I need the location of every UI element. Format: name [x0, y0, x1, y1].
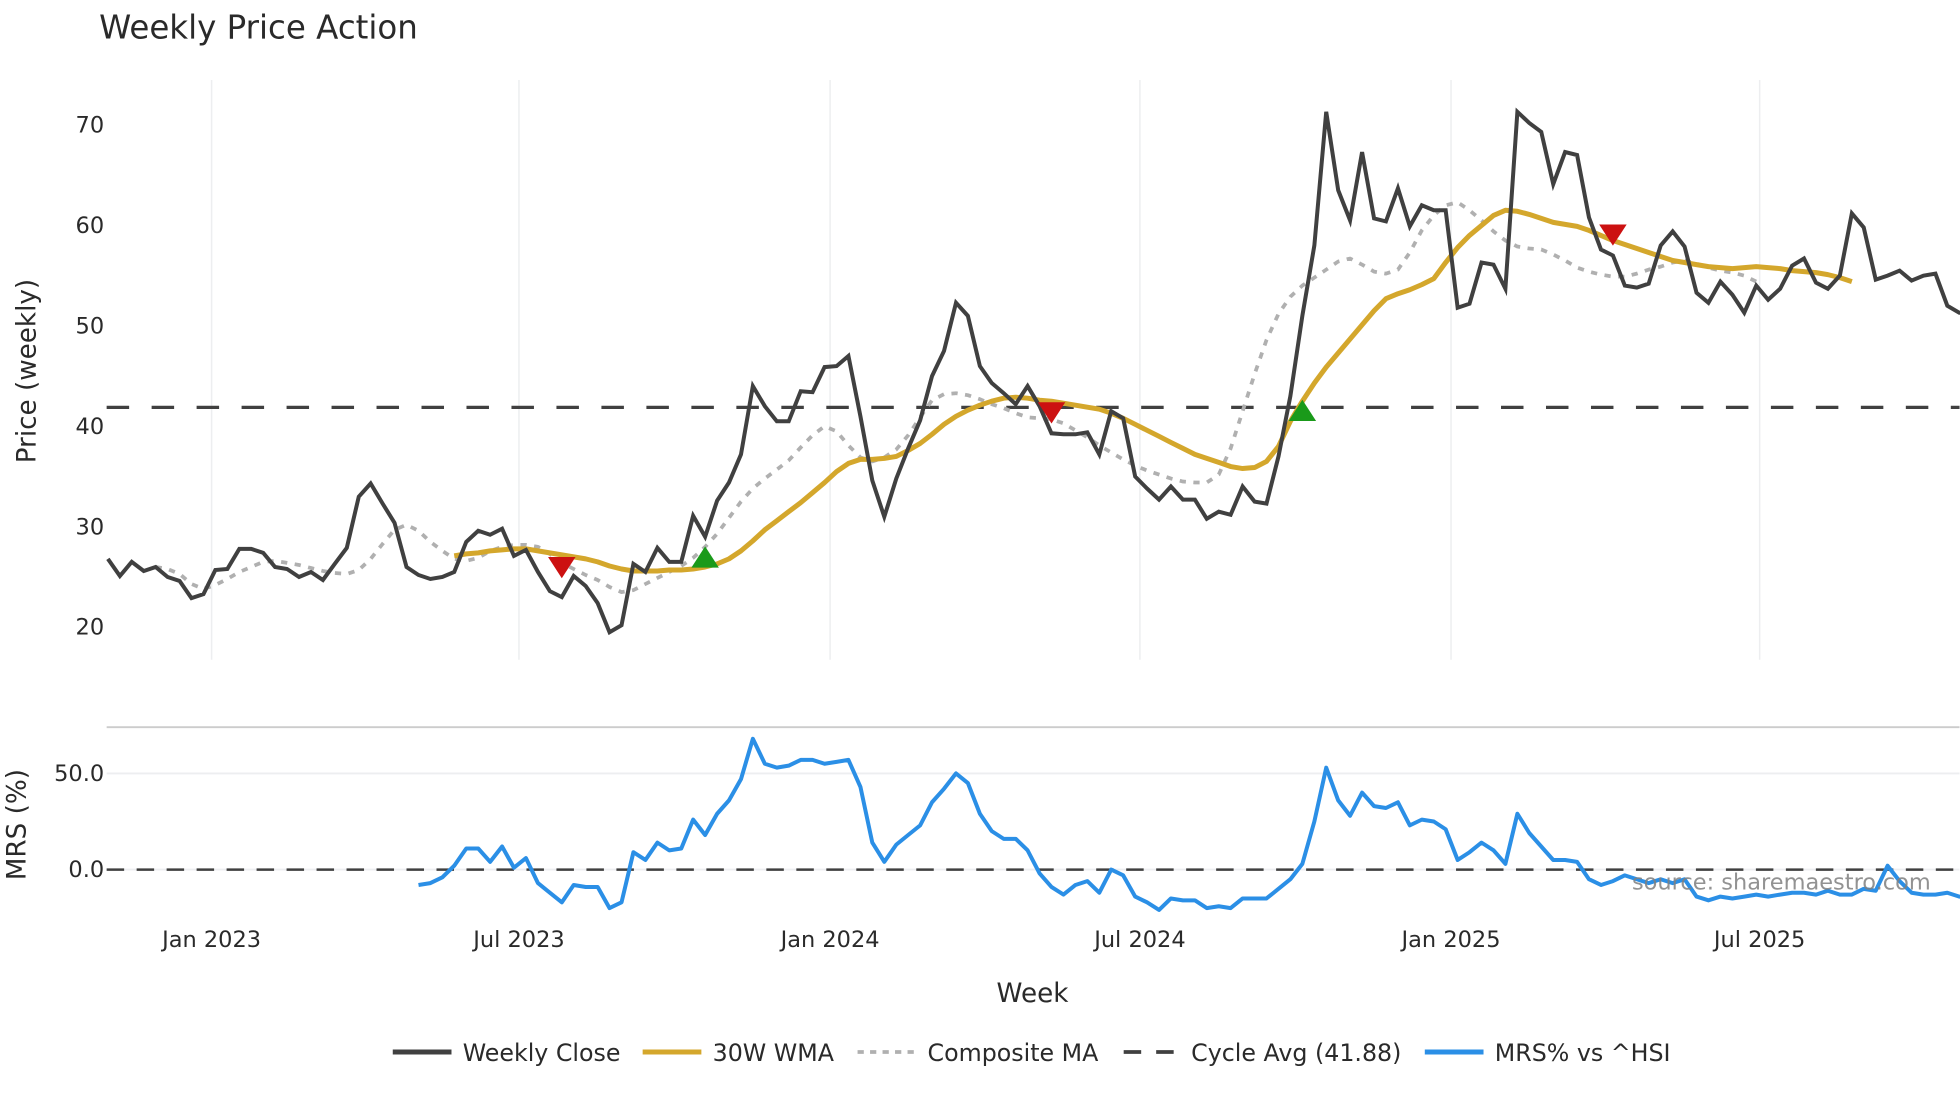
- wma-30w-line: [453, 207, 1853, 574]
- x-tick-label: Jul 2025: [1712, 927, 1805, 953]
- x-tick-label: Jan 2023: [160, 927, 261, 953]
- sell-signal-icon: [548, 556, 576, 579]
- buy-signal-icon: [691, 546, 719, 568]
- mrs-gridlines: [106, 772, 1960, 871]
- close-path: [106, 107, 1960, 636]
- x-tick-label: Jul 2023: [471, 927, 564, 953]
- x-tick-label: Jul 2024: [1092, 927, 1185, 953]
- price-y-tick-label: 70: [76, 112, 105, 138]
- mrs-y-tick-label: 50.0: [54, 761, 104, 787]
- weekly-close-line: [106, 107, 1960, 636]
- x-axis-title: Week: [997, 979, 1070, 1009]
- buy-signal-icon: [1288, 399, 1317, 421]
- legend-item: MRS% vs ^HSI: [1424, 1039, 1671, 1067]
- price-gridlines: [210, 79, 1761, 660]
- price-y-tick-label: 40: [76, 414, 105, 440]
- mrs-path: [418, 736, 1960, 912]
- sell-signal-icon: [1599, 224, 1627, 246]
- legend-label: MRS% vs ^HSI: [1495, 1039, 1671, 1067]
- legend-label: Composite MA: [928, 1039, 1100, 1067]
- chart-legend: Weekly Close 30W WMA Composite MA Cycle Avg…: [392, 1039, 1671, 1067]
- composite-ma-path: [155, 200, 1758, 594]
- legend-label: Weekly Close: [463, 1039, 621, 1067]
- legend-label: 30W WMA: [713, 1039, 835, 1067]
- legend-label: Cycle Avg (41.88): [1191, 1039, 1401, 1067]
- mrs-line: [418, 736, 1960, 912]
- price-y-tick-label: 50: [76, 313, 105, 339]
- sell-signal-icon: [1037, 402, 1066, 424]
- legend-item: Composite MA: [857, 1039, 1100, 1067]
- mrs-y-tick-label: 0.0: [68, 857, 104, 883]
- mrs-y-axis-title: MRS (%): [2, 769, 32, 880]
- legend-item: Weekly Close: [392, 1039, 621, 1067]
- composite-ma-line: [155, 200, 1758, 594]
- x-tick-label: Jan 2024: [779, 927, 880, 953]
- price-y-tick-label: 60: [76, 213, 105, 239]
- x-tick-label: Jan 2025: [1400, 927, 1501, 953]
- signal-markers: [548, 224, 1627, 579]
- price-y-ticks: 20 30 40 50 60 70: [76, 112, 105, 640]
- price-y-axis-title: Price (weekly): [12, 279, 42, 463]
- price-y-tick-label: 30: [76, 514, 105, 540]
- legend-item: Cycle Avg (41.88): [1123, 1039, 1401, 1067]
- mrs-y-ticks: 0.0 50.0: [54, 761, 104, 883]
- wma-path: [453, 207, 1853, 574]
- x-axis-ticks: Jan 2023 Jul 2023 Jan 2024 Jul 2024 Jan 2025…: [160, 927, 1805, 953]
- price-y-tick-label: 20: [76, 615, 105, 641]
- source-label: source: sharemaestro.com: [1632, 870, 1931, 896]
- legend-item: 30W WMA: [642, 1039, 835, 1067]
- chart-title: Weekly Price Action: [99, 9, 418, 47]
